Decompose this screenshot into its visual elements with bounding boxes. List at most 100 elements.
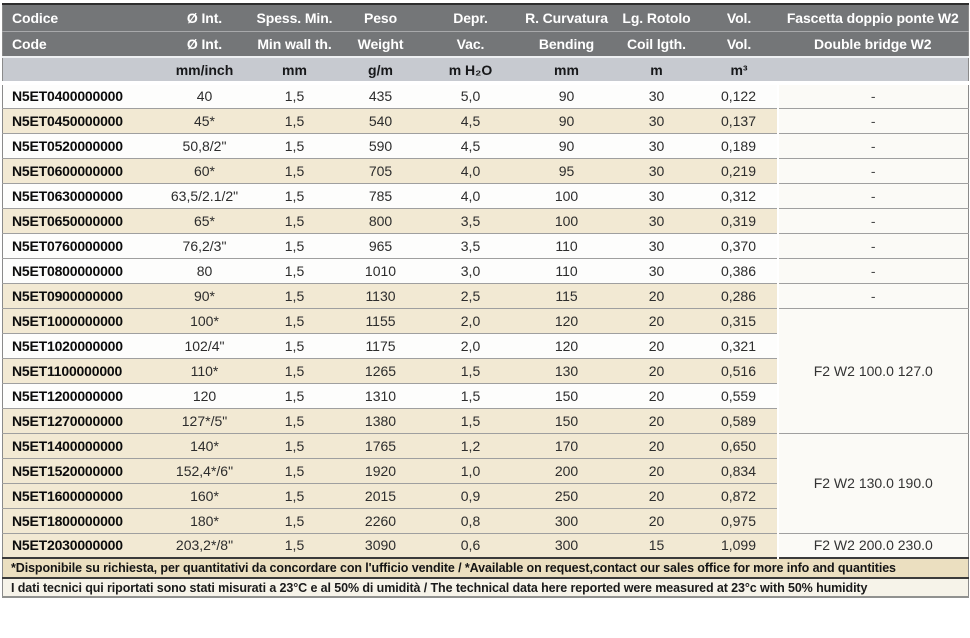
coil-length-cell: 20 xyxy=(612,508,701,534)
bending-cell: 110 xyxy=(520,258,613,284)
diameter-cell: 40 xyxy=(160,83,249,109)
code-cell: N5ET1400000000 xyxy=(2,433,161,459)
weight-cell: 540 xyxy=(340,108,421,134)
coil-length-cell: 30 xyxy=(612,133,701,159)
unit-blank-bridge xyxy=(777,57,969,85)
table-row: N5ET1600000000 160* 1,5 2015 0,9 250 20 … xyxy=(2,483,969,509)
bending-cell: 90 xyxy=(520,83,613,109)
min-wall-cell: 1,5 xyxy=(248,133,341,159)
volume-cell: 0,321 xyxy=(700,333,778,359)
code-cell: N5ET0900000000 xyxy=(2,283,161,309)
table-row: N5ET0760000000 76,2/3" 1,5 965 3,5 110 3… xyxy=(2,233,969,259)
coil-length-cell: 30 xyxy=(612,258,701,284)
weight-cell: 1380 xyxy=(340,408,421,434)
unit-coil-length: m xyxy=(612,57,701,85)
code-cell: N5ET1100000000 xyxy=(2,358,161,384)
code-cell: N5ET0600000000 xyxy=(2,158,161,184)
measurement-note-row: I dati tecnici qui riportati sono stati … xyxy=(2,578,969,598)
diameter-cell: 152,4*/6" xyxy=(160,458,249,484)
col-header-code: Code xyxy=(2,31,161,58)
min-wall-cell: 1,5 xyxy=(248,208,341,234)
bridge-cell: - xyxy=(776,108,969,134)
table-row: N5ET1100000000 110* 1,5 1265 1,5 130 20 … xyxy=(2,358,969,384)
weight-cell: 800 xyxy=(340,208,421,234)
bending-cell: 100 xyxy=(520,208,613,234)
coil-length-cell: 20 xyxy=(612,283,701,309)
weight-cell: 435 xyxy=(340,83,421,109)
min-wall-cell: 1,5 xyxy=(248,258,341,284)
availability-note-row: *Disponibile su richiesta, per quantitat… xyxy=(2,557,969,579)
bending-cell: 110 xyxy=(520,233,613,259)
diameter-cell: 203,2*/8" xyxy=(160,533,249,559)
table-row: N5ET0520000000 50,8/2" 1,5 590 4,5 90 30… xyxy=(2,133,969,159)
volume-cell: 0,370 xyxy=(700,233,778,259)
volume-cell: 0,872 xyxy=(700,483,778,509)
bending-cell: 170 xyxy=(520,433,613,459)
vacuum-cell: 5,0 xyxy=(420,83,521,109)
vacuum-cell: 1,5 xyxy=(420,408,521,434)
min-wall-cell: 1,5 xyxy=(248,358,341,384)
weight-cell: 1920 xyxy=(340,458,421,484)
col-header-bending: Bending xyxy=(520,31,613,58)
vacuum-cell: 2,5 xyxy=(420,283,521,309)
code-cell: N5ET0400000000 xyxy=(2,83,161,109)
min-wall-cell: 1,5 xyxy=(248,433,341,459)
weight-cell: 705 xyxy=(340,158,421,184)
table-row: N5ET1270000000 127*/5" 1,5 1380 1,5 150 … xyxy=(2,408,969,434)
vacuum-cell: 4,0 xyxy=(420,158,521,184)
coil-length-cell: 30 xyxy=(612,233,701,259)
weight-cell: 965 xyxy=(340,233,421,259)
col-header-spessore: Spess. Min. xyxy=(248,4,341,32)
diameter-cell: 90* xyxy=(160,283,249,309)
col-header-coil-length: Coil lgth. xyxy=(612,31,701,58)
bridge-cell: - xyxy=(776,208,969,234)
col-header-depressione: Depr. xyxy=(420,4,521,32)
vacuum-cell: 1,2 xyxy=(420,433,521,459)
table-row: N5ET0600000000 60* 1,5 705 4,0 95 30 0,2… xyxy=(2,158,969,184)
unit-blank xyxy=(2,57,161,85)
unit-vacuum: m H₂O xyxy=(420,57,521,85)
bridge-group-cell: F2 W2 130.0 190.0 xyxy=(776,433,969,534)
table-body: N5ET0400000000 40 1,5 435 5,0 90 30 0,12… xyxy=(2,83,969,598)
header-row-english: Code Ø Int. Min wall th. Weight Vac. Ben… xyxy=(2,31,969,58)
min-wall-cell: 1,5 xyxy=(248,233,341,259)
code-cell: N5ET1000000000 xyxy=(2,308,161,334)
volume-cell: 0,975 xyxy=(700,508,778,534)
code-cell: N5ET1800000000 xyxy=(2,508,161,534)
min-wall-cell: 1,5 xyxy=(248,158,341,184)
unit-bending: mm xyxy=(520,57,613,85)
table-row: N5ET1020000000 102/4" 1,5 1175 2,0 120 2… xyxy=(2,333,969,359)
code-cell: N5ET0760000000 xyxy=(2,233,161,259)
volume-cell: 0,219 xyxy=(700,158,778,184)
bending-cell: 115 xyxy=(520,283,613,309)
table-row: N5ET0630000000 63,5/2.1/2" 1,5 785 4,0 1… xyxy=(2,183,969,209)
table-row: N5ET0400000000 40 1,5 435 5,0 90 30 0,12… xyxy=(2,83,969,109)
table-header: Codice Ø Int. Spess. Min. Peso Depr. R. … xyxy=(2,4,969,85)
col-header-diameter: Ø Int. xyxy=(160,31,249,58)
coil-length-cell: 30 xyxy=(612,83,701,109)
min-wall-cell: 1,5 xyxy=(248,83,341,109)
col-header-rotolo: Lg. Rotolo xyxy=(612,4,701,32)
vacuum-cell: 0,8 xyxy=(420,508,521,534)
measurement-note: I dati tecnici qui riportati sono stati … xyxy=(2,578,969,598)
coil-length-cell: 15 xyxy=(612,533,701,559)
vacuum-cell: 4,5 xyxy=(420,133,521,159)
volume-cell: 0,315 xyxy=(700,308,778,334)
diameter-cell: 160* xyxy=(160,483,249,509)
unit-weight: g/m xyxy=(340,57,421,85)
vacuum-cell: 2,0 xyxy=(420,308,521,334)
volume-cell: 1,099 xyxy=(700,533,778,559)
diameter-cell: 65* xyxy=(160,208,249,234)
header-row-units: mm/inch mm g/m m H₂O mm m m³ xyxy=(2,57,969,85)
weight-cell: 3090 xyxy=(340,533,421,559)
min-wall-cell: 1,5 xyxy=(248,333,341,359)
bending-cell: 90 xyxy=(520,108,613,134)
weight-cell: 1010 xyxy=(340,258,421,284)
volume-cell: 0,650 xyxy=(700,433,778,459)
col-header-peso: Peso xyxy=(340,4,421,32)
diameter-cell: 110* xyxy=(160,358,249,384)
unit-diameter: mm/inch xyxy=(160,57,249,85)
table-row: N5ET1000000000 100* 1,5 1155 2,0 120 20 … xyxy=(2,308,969,434)
volume-cell: 0,137 xyxy=(700,108,778,134)
bridge-group-cell: F2 W2 200.0 230.0 xyxy=(776,533,969,559)
